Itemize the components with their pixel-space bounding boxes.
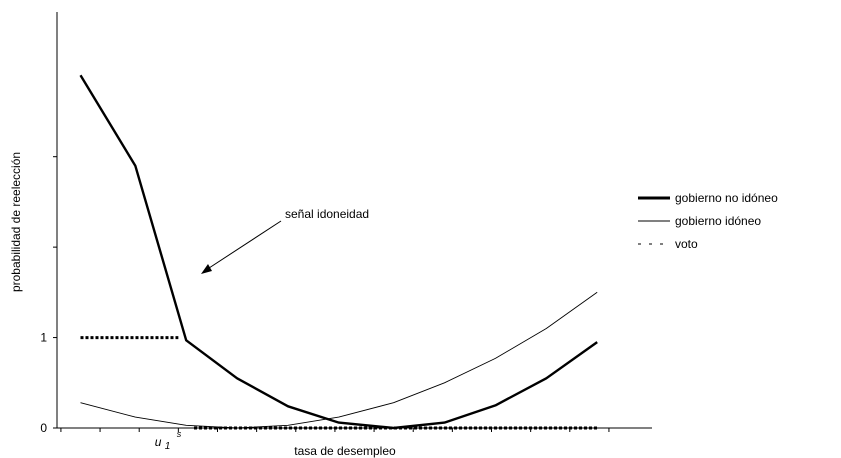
y-tick-label: 1 bbox=[40, 331, 47, 345]
y-tick-label: 0 bbox=[40, 421, 47, 435]
y-axis-label: probabilidad de reelección bbox=[9, 152, 23, 292]
legend-label: gobierno no idóneo bbox=[675, 191, 778, 205]
svg-text:u 1 s: u 1 s bbox=[155, 429, 182, 452]
legend-label: voto bbox=[675, 237, 698, 251]
annotation-arrowhead bbox=[201, 264, 212, 274]
y-axis-ticks: 01 bbox=[40, 156, 57, 435]
legend-entry-no-idoneo: gobierno no idóneo bbox=[638, 191, 778, 205]
x-tick-label-subscript: 1 bbox=[165, 441, 171, 452]
x-tick-label-u: u bbox=[155, 435, 162, 449]
series-gobierno-idoneo-line bbox=[80, 291, 598, 429]
legend: gobierno no idóneo gobierno idóneo voto bbox=[638, 191, 778, 251]
legend-entry-voto: voto bbox=[638, 237, 698, 251]
x-axis-label: tasa de desempleo bbox=[294, 444, 396, 458]
series-layer bbox=[79, 74, 598, 430]
legend-entry-idoneo: gobierno idóneo bbox=[638, 214, 761, 228]
annotation-label: señal idoneidad bbox=[285, 207, 369, 221]
annotation-arrow-line bbox=[205, 220, 282, 271]
annotation-senal-idoneidad: señal idoneidad bbox=[201, 207, 369, 274]
legend-label: gobierno idóneo bbox=[675, 214, 761, 228]
plot-area: 01 bbox=[40, 12, 652, 435]
series-gobierno-no-idoneo-line bbox=[79, 74, 598, 430]
x-tick-label-superscript: s bbox=[177, 429, 182, 439]
x-tick-label-u1s: u 1 s bbox=[155, 429, 182, 452]
